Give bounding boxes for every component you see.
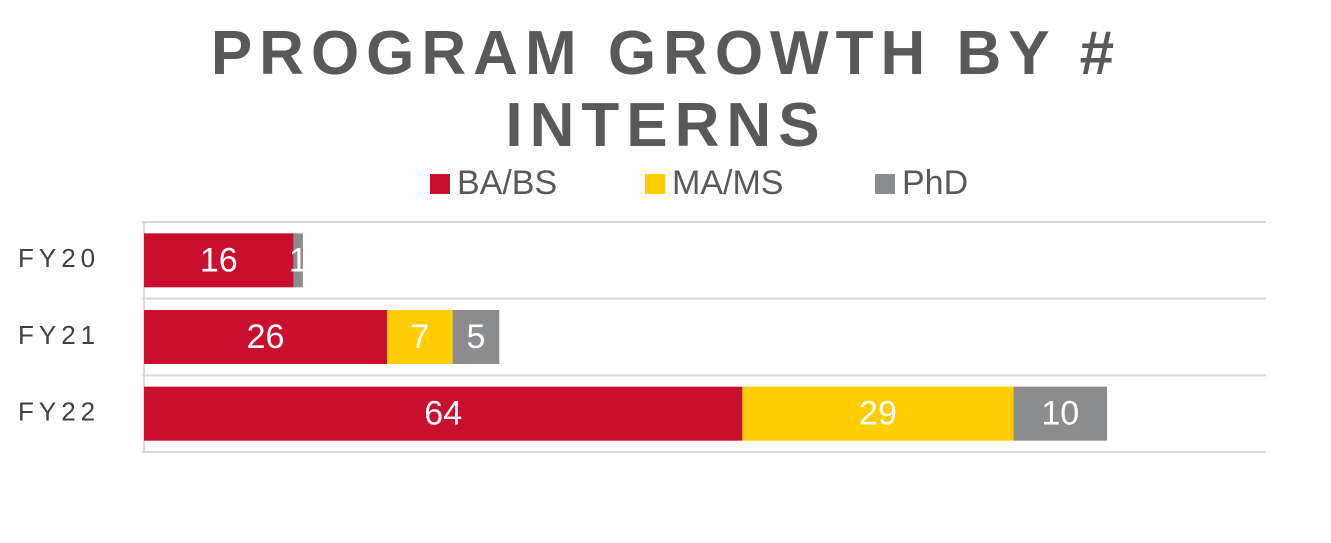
legend-label: MA/MS [672, 164, 783, 202]
data-label: 1 [289, 241, 308, 279]
data-label: 7 [410, 318, 429, 356]
data-label: 10 [1041, 395, 1079, 433]
legend-swatch [875, 174, 895, 194]
bar-segment [144, 386, 743, 441]
bar-segment [1013, 386, 1108, 441]
y-tick-label: FY22 [18, 397, 100, 427]
legend-label: BA/BS [457, 164, 557, 202]
bar-segment [452, 310, 500, 364]
data-label: 16 [200, 241, 238, 279]
legend-swatch [645, 174, 665, 194]
data-label: 5 [466, 318, 485, 356]
data-label: 26 [247, 318, 285, 356]
bar-segment [144, 310, 388, 364]
bar-segment [144, 233, 294, 288]
data-label: 64 [424, 395, 462, 433]
bar-segment [742, 386, 1014, 441]
legend-label: PhD [902, 164, 968, 202]
y-tick-label: FY20 [18, 243, 100, 273]
bar-segment [293, 233, 303, 288]
legend-swatch [430, 174, 450, 194]
bar-segment [387, 310, 453, 364]
y-tick-label: FY21 [18, 320, 100, 350]
chart-title: PROGRAM GROWTH BY # INTERNS [210, 19, 1122, 160]
data-label: 29 [859, 395, 897, 433]
